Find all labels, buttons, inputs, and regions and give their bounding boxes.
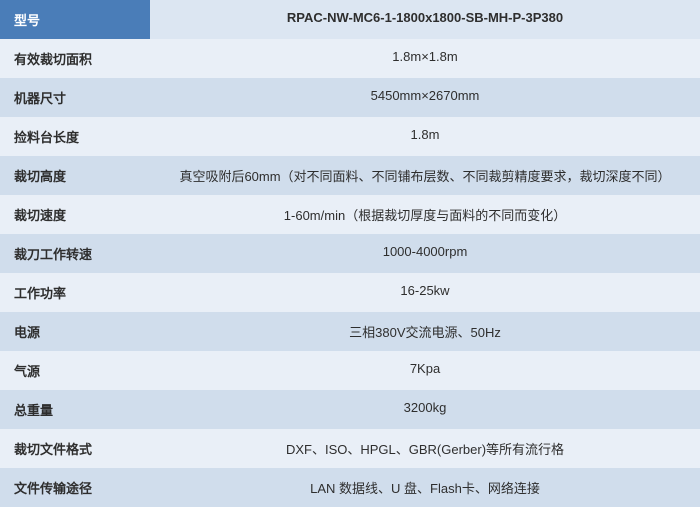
- row-label: 型号: [0, 0, 150, 39]
- row-label: 裁切文件格式: [0, 429, 150, 468]
- row-value: LAN 数据线、U 盘、Flash卡、网络连接: [150, 468, 700, 507]
- table-row: 气源 7Kpa: [0, 351, 700, 390]
- table-row: 文件传输途径 LAN 数据线、U 盘、Flash卡、网络连接: [0, 468, 700, 507]
- row-label: 总重量: [0, 390, 150, 429]
- table-row: 裁切文件格式 DXF、ISO、HPGL、GBR(Gerber)等所有流行格: [0, 429, 700, 468]
- row-value: RPAC-NW-MC6-1-1800x1800-SB-MH-P-3P380: [150, 0, 700, 39]
- table-row: 总重量 3200kg: [0, 390, 700, 429]
- row-label: 捡料台长度: [0, 117, 150, 156]
- row-value: 1.8m×1.8m: [150, 39, 700, 78]
- row-label: 文件传输途径: [0, 468, 150, 507]
- table-row: 机器尺寸 5450mm×2670mm: [0, 78, 700, 117]
- row-label: 有效裁切面积: [0, 39, 150, 78]
- spec-table: 型号 RPAC-NW-MC6-1-1800x1800-SB-MH-P-3P380…: [0, 0, 700, 507]
- row-label: 工作功率: [0, 273, 150, 312]
- row-label: 电源: [0, 312, 150, 351]
- table-row: 有效裁切面积 1.8m×1.8m: [0, 39, 700, 78]
- row-label: 裁切速度: [0, 195, 150, 234]
- table-row: 型号 RPAC-NW-MC6-1-1800x1800-SB-MH-P-3P380: [0, 0, 700, 39]
- row-value: 16-25kw: [150, 273, 700, 312]
- table-row: 裁切高度 真空吸附后60mm（对不同面料、不同铺布层数、不同裁剪精度要求，裁切深…: [0, 156, 700, 195]
- row-value: 7Kpa: [150, 351, 700, 390]
- row-value: 1-60m/min（根据裁切厚度与面料的不同而变化）: [150, 195, 700, 234]
- row-value: 3200kg: [150, 390, 700, 429]
- table-row: 电源 三相380V交流电源、50Hz: [0, 312, 700, 351]
- table-row: 捡料台长度 1.8m: [0, 117, 700, 156]
- table-row: 工作功率 16-25kw: [0, 273, 700, 312]
- table-row: 裁切速度 1-60m/min（根据裁切厚度与面料的不同而变化）: [0, 195, 700, 234]
- row-value: 1.8m: [150, 117, 700, 156]
- row-value: DXF、ISO、HPGL、GBR(Gerber)等所有流行格: [150, 429, 700, 468]
- table-row: 裁刀工作转速 1000-4000rpm: [0, 234, 700, 273]
- row-value: 真空吸附后60mm（对不同面料、不同铺布层数、不同裁剪精度要求，裁切深度不同）: [150, 156, 700, 195]
- row-label: 气源: [0, 351, 150, 390]
- row-label: 裁刀工作转速: [0, 234, 150, 273]
- row-label: 裁切高度: [0, 156, 150, 195]
- row-value: 5450mm×2670mm: [150, 78, 700, 117]
- row-value: 三相380V交流电源、50Hz: [150, 312, 700, 351]
- row-label: 机器尺寸: [0, 78, 150, 117]
- row-value: 1000-4000rpm: [150, 234, 700, 273]
